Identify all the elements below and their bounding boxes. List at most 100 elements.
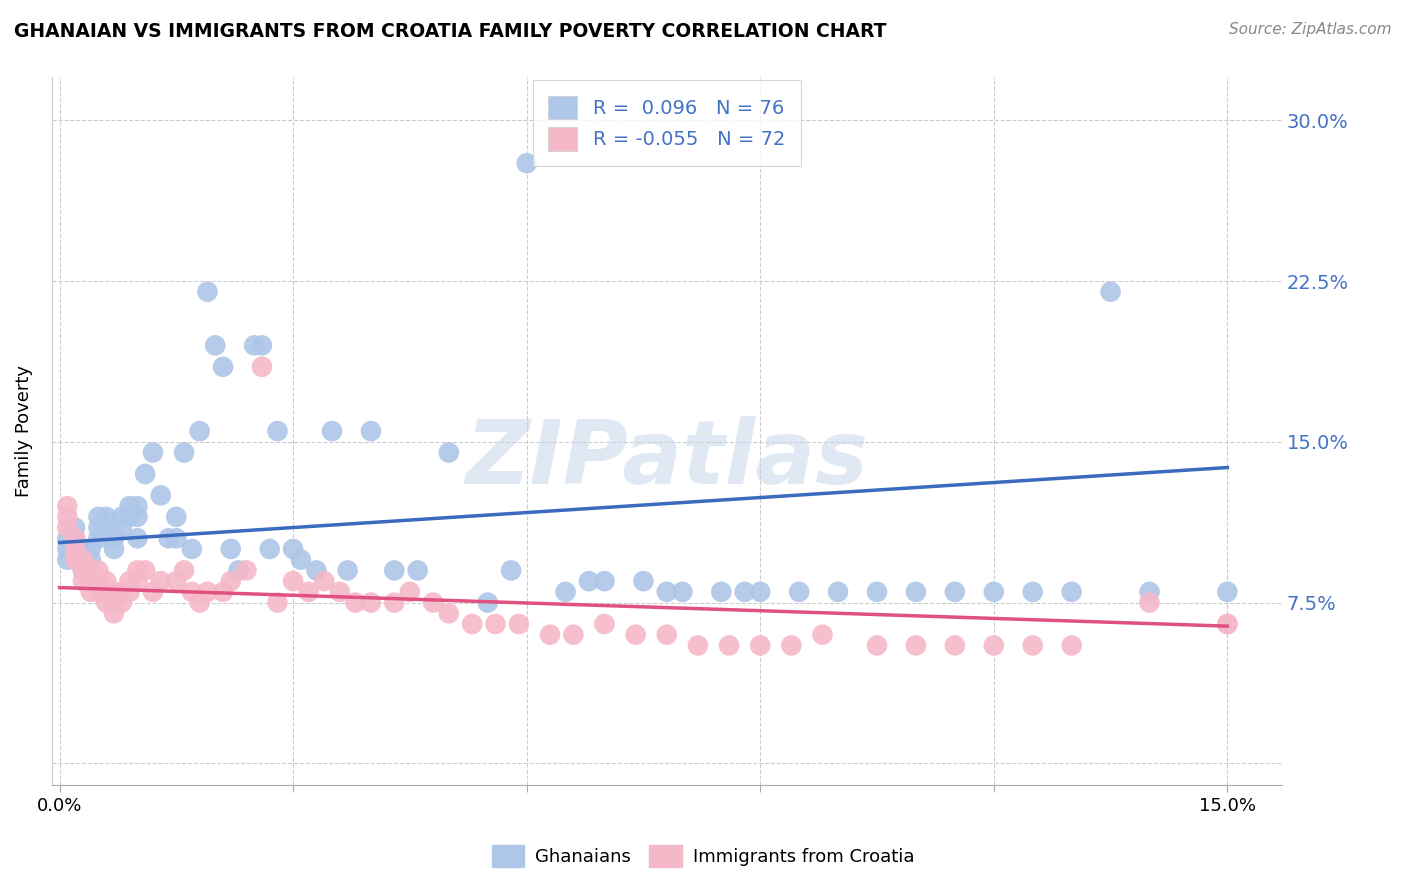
Point <box>321 424 343 438</box>
Point <box>235 563 257 577</box>
Point <box>63 552 86 566</box>
Point <box>188 596 211 610</box>
Point <box>79 563 101 577</box>
Point <box>406 563 429 577</box>
Point <box>197 585 219 599</box>
Point <box>281 574 304 588</box>
Point <box>142 445 165 459</box>
Point <box>96 574 118 588</box>
Point <box>461 617 484 632</box>
Point <box>866 585 889 599</box>
Point <box>382 563 405 577</box>
Point <box>437 607 460 621</box>
Point <box>1060 585 1083 599</box>
Point <box>671 585 693 599</box>
Point <box>866 639 889 653</box>
Point <box>96 585 118 599</box>
Point <box>904 639 927 653</box>
Point <box>87 520 110 534</box>
Point <box>811 628 834 642</box>
Point <box>1021 639 1043 653</box>
Point <box>142 585 165 599</box>
Point <box>718 639 741 653</box>
Point <box>103 541 125 556</box>
Point <box>72 563 94 577</box>
Legend: Ghanaians, Immigrants from Croatia: Ghanaians, Immigrants from Croatia <box>485 838 921 874</box>
Point <box>111 509 134 524</box>
Point <box>1021 585 1043 599</box>
Point <box>1139 596 1161 610</box>
Point <box>228 563 250 577</box>
Point <box>266 596 288 610</box>
Point <box>633 574 655 588</box>
Point <box>63 541 86 556</box>
Point <box>655 585 678 599</box>
Point <box>180 541 202 556</box>
Point <box>103 596 125 610</box>
Point <box>399 585 422 599</box>
Point <box>118 585 141 599</box>
Point <box>149 488 172 502</box>
Y-axis label: Family Poverty: Family Poverty <box>15 365 32 497</box>
Point <box>259 541 281 556</box>
Point <box>79 574 101 588</box>
Point <box>173 445 195 459</box>
Point <box>243 338 266 352</box>
Point <box>118 499 141 513</box>
Point <box>111 520 134 534</box>
Point <box>593 617 616 632</box>
Point <box>686 639 709 653</box>
Point <box>111 585 134 599</box>
Point <box>72 574 94 588</box>
Point <box>127 499 149 513</box>
Point <box>780 639 803 653</box>
Point <box>56 520 79 534</box>
Point <box>180 585 202 599</box>
Point <box>314 574 336 588</box>
Point <box>96 520 118 534</box>
Point <box>56 499 79 513</box>
Point <box>87 563 110 577</box>
Point <box>593 574 616 588</box>
Point <box>103 585 125 599</box>
Point <box>134 563 156 577</box>
Point <box>87 531 110 545</box>
Point <box>298 585 321 599</box>
Point <box>290 552 312 566</box>
Point <box>382 596 405 610</box>
Point <box>56 531 79 545</box>
Point <box>1216 617 1239 632</box>
Point <box>266 424 288 438</box>
Point <box>127 574 149 588</box>
Point <box>149 574 172 588</box>
Point <box>749 585 772 599</box>
Point <box>127 531 149 545</box>
Point <box>749 639 772 653</box>
Text: GHANAIAN VS IMMIGRANTS FROM CROATIA FAMILY POVERTY CORRELATION CHART: GHANAIAN VS IMMIGRANTS FROM CROATIA FAMI… <box>14 22 887 41</box>
Point <box>87 585 110 599</box>
Point <box>250 359 273 374</box>
Point <box>188 424 211 438</box>
Point <box>63 520 86 534</box>
Point <box>516 156 538 170</box>
Point <box>212 359 235 374</box>
Point <box>165 574 187 588</box>
Point <box>578 574 600 588</box>
Point <box>165 531 187 545</box>
Point <box>562 628 585 642</box>
Point <box>943 639 966 653</box>
Point <box>305 563 328 577</box>
Point <box>103 531 125 545</box>
Point <box>87 509 110 524</box>
Point <box>344 596 367 610</box>
Point <box>360 596 382 610</box>
Point <box>79 585 101 599</box>
Point <box>219 541 242 556</box>
Point <box>624 628 647 642</box>
Point <box>157 531 180 545</box>
Point <box>1216 585 1239 599</box>
Point <box>1216 617 1239 632</box>
Point <box>56 541 79 556</box>
Point <box>96 509 118 524</box>
Point <box>501 563 523 577</box>
